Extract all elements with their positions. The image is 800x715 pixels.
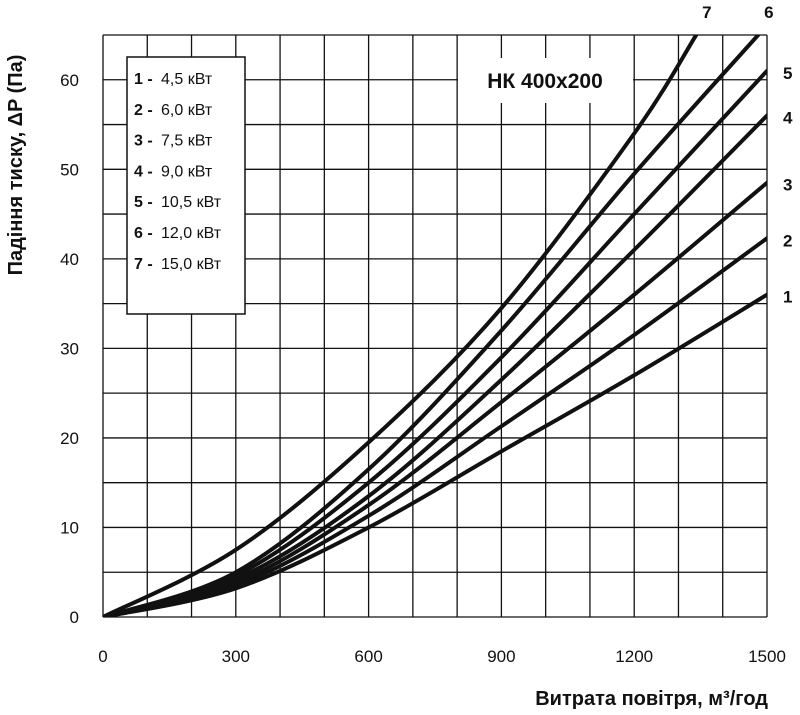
legend-item-number: 2 - <box>134 102 153 119</box>
y-tick-label: 0 <box>70 608 79 627</box>
curve-number-labels: 1 2 3 4 5 6 7 <box>702 3 793 307</box>
x-tick-label: 300 <box>222 647 250 666</box>
series-1-curve <box>103 292 767 617</box>
series-5-label: 5 <box>783 64 792 83</box>
legend: 1 - 4,5 кВт 2 - 6,0 кВт 3 - 7,5 кВт 4 - 9,0 кВт… <box>126 56 246 315</box>
legend-item-label: 12,0 кВт <box>161 225 222 242</box>
y-tick-label: 30 <box>60 339 79 358</box>
model-title-box: НК 400х200 <box>458 58 633 103</box>
y-axis-title: Падіння тиску, ΔP (Па) <box>5 55 27 276</box>
legend-item-number: 3 - <box>134 133 153 150</box>
series-6-curve <box>103 35 761 617</box>
chart-curves <box>103 35 767 617</box>
chart-tick-labels: 0 300 600 900 1200 1500 0 10 20 30 40 50 60 <box>60 71 786 666</box>
legend-item-number: 4 - <box>134 163 153 180</box>
series-7-label: 7 <box>702 3 711 22</box>
legend-item-label: 9,0 кВт <box>161 163 213 180</box>
series-4-label: 4 <box>783 109 793 128</box>
series-2-curve <box>103 236 767 617</box>
x-tick-label: 1200 <box>615 647 653 666</box>
series-7-curve <box>103 35 699 617</box>
x-tick-label: 600 <box>354 647 382 666</box>
series-4-curve <box>103 113 767 617</box>
legend-item-label: 10,5 кВт <box>161 194 222 211</box>
legend-item-number: 1 - <box>134 71 153 88</box>
x-tick-label: 900 <box>487 647 515 666</box>
y-tick-label: 60 <box>60 71 79 90</box>
y-tick-label: 50 <box>60 160 79 179</box>
legend-item-label: 6,0 кВт <box>161 102 213 119</box>
y-tick-label: 40 <box>60 250 79 269</box>
legend-item-label: 15,0 кВт <box>161 256 222 273</box>
legend-box <box>126 56 246 315</box>
legend-item-number: 5 - <box>134 194 153 211</box>
series-3-curve <box>103 180 767 617</box>
legend-item-number: 6 - <box>134 225 153 242</box>
series-6-label: 6 <box>764 3 773 22</box>
legend-item-label: 7,5 кВт <box>161 133 213 150</box>
x-tick-label: 1500 <box>748 647 786 666</box>
series-2-label: 2 <box>783 231 792 250</box>
legend-item-number: 7 - <box>134 256 153 273</box>
legend-item-label: 4,5 кВт <box>161 71 213 88</box>
x-axis-title: Витрата повітря, м³/год <box>535 688 768 710</box>
chart-grid <box>102 34 768 618</box>
x-tick-label: 0 <box>98 647 107 666</box>
series-5-curve <box>103 68 767 617</box>
series-3-label: 3 <box>783 176 792 195</box>
y-tick-label: 10 <box>60 518 79 537</box>
chart-title: НК 400х200 <box>487 70 603 93</box>
model-title-background <box>458 58 633 103</box>
y-tick-label: 20 <box>60 429 79 448</box>
series-1-label: 1 <box>783 288 792 307</box>
